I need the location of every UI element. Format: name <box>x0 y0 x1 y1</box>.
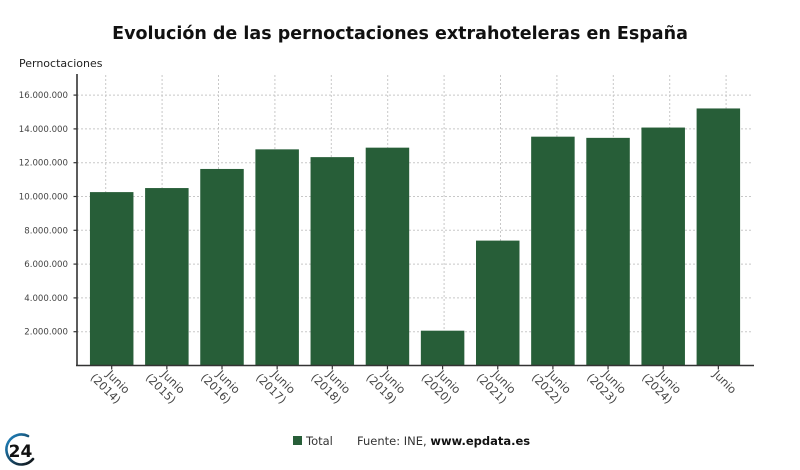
bar <box>89 192 134 366</box>
y-tick-label: 4.000.000 <box>24 294 68 304</box>
bar <box>255 149 299 366</box>
epdata-24-logo-icon: 24 <box>5 433 35 466</box>
chart-title: Evolución de las pernoctaciones extrahot… <box>112 24 688 44</box>
y-tick-label: 12.000.000 <box>19 159 68 169</box>
legend-label-total: Total <box>305 434 333 448</box>
bar <box>200 168 244 366</box>
y-tick-label: 2.000.000 <box>24 328 68 338</box>
x-tick-label: Junio(2024) <box>639 362 684 407</box>
y-tick-label: 6.000.000 <box>24 260 68 270</box>
bar <box>420 330 465 366</box>
bars <box>89 108 741 366</box>
y-tick-label: 10.000.000 <box>19 193 68 203</box>
logo-arc <box>5 433 35 466</box>
y-tick-label: 14.000.000 <box>19 125 68 135</box>
bar <box>641 127 685 366</box>
bar <box>586 137 630 366</box>
source-text: Fuente: INE, www.epdata.es <box>357 434 530 448</box>
legend: Total Fuente: INE, www.epdata.es <box>293 434 530 448</box>
horizontal-gridlines <box>77 94 752 333</box>
x-tick-label-line: Junio <box>710 367 739 396</box>
y-axis-label: Pernoctaciones <box>19 57 103 70</box>
x-tick-label: Junio(2021) <box>474 362 519 407</box>
bar <box>476 240 520 366</box>
x-tick-label: Junio(2018) <box>308 362 353 407</box>
bar <box>310 157 355 366</box>
x-tick-label: Junio(2016) <box>198 362 243 407</box>
x-tick-label: Junio(2022) <box>529 362 574 407</box>
x-tick-label: Junio(2015) <box>143 362 188 407</box>
x-axis-ticks: Junio(2014) Junio(2015) Junio(2016) Junio(2… <box>88 362 739 407</box>
bar <box>696 108 741 366</box>
source-prefix: Fuente: INE, <box>357 434 430 448</box>
x-tick-label: Junio(2017) <box>253 362 298 407</box>
y-tick-label: 8.000.000 <box>24 226 68 236</box>
x-tick-label: Junio(2014) <box>88 362 133 407</box>
x-tick-label: Junio(2019) <box>363 362 408 407</box>
legend-swatch-total <box>293 436 302 445</box>
bar <box>531 136 575 366</box>
x-tick-label: Junio(2020) <box>419 362 464 407</box>
vertical-gridlines <box>105 75 727 366</box>
x-tick-label: Junio(2023) <box>584 362 629 407</box>
y-tick-label: 16.000.000 <box>19 91 68 101</box>
bar <box>145 188 189 366</box>
logo-text: 24 <box>9 442 33 462</box>
source-link[interactable]: www.epdata.es <box>430 434 530 448</box>
x-tick-label: Junio <box>710 367 739 396</box>
y-axis-ticks: 2.000.000 4.000.000 6.000.000 8.000.000 10.0… <box>19 91 77 338</box>
bar <box>365 147 410 366</box>
